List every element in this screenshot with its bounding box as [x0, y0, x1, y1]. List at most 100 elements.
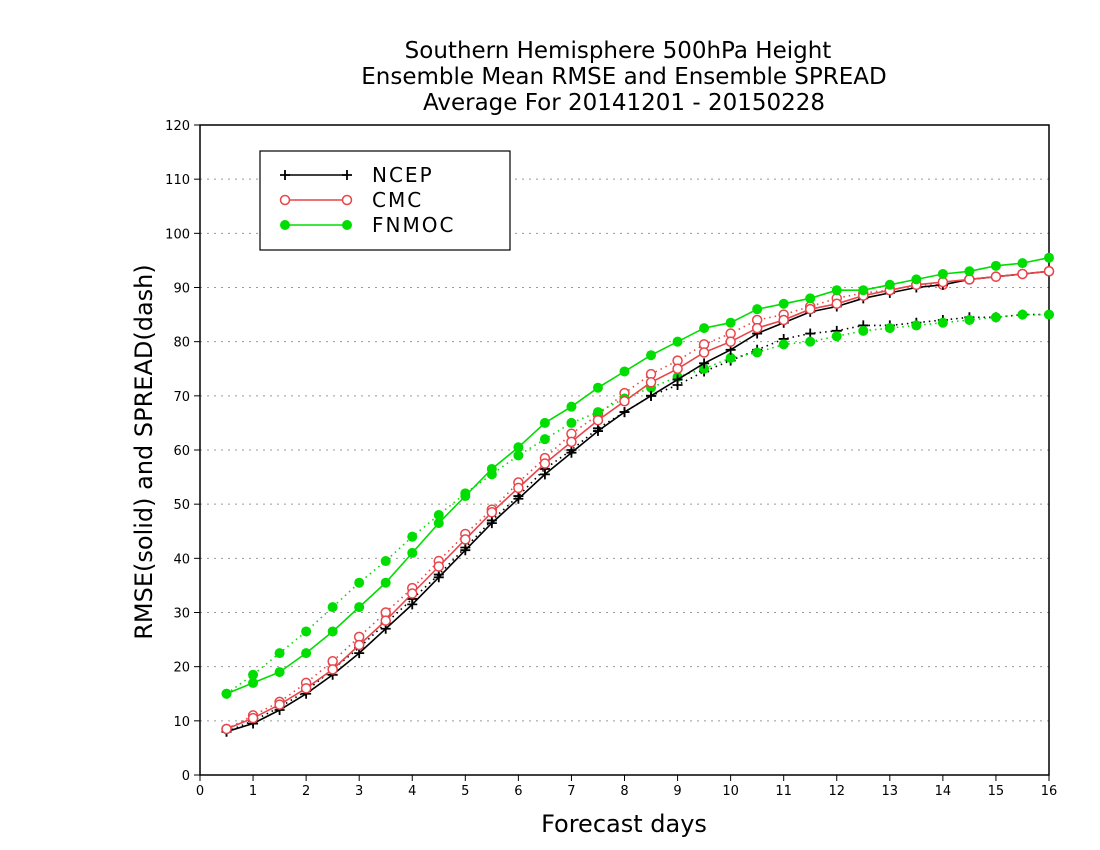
cmc-rmse-point [327, 664, 338, 675]
x-tick-label: 6 [514, 784, 522, 799]
fnmoc-rmse-point [221, 688, 232, 699]
cmc-rmse-point [486, 507, 498, 518]
cmc-rmse-point [407, 588, 418, 599]
y-tick-label: 120 [165, 119, 190, 134]
fnmoc-spread-point [433, 510, 444, 520]
fnmoc-rmse-point [592, 382, 603, 393]
fnmoc-spread-point [327, 602, 338, 613]
fnmoc-rmse-point [937, 268, 948, 279]
legend-entry-fnmoc: FNMOC [280, 213, 453, 237]
cmc-rmse-point [751, 322, 763, 334]
chart-title: Southern Hemisphere 500hPa Height Ensemb… [361, 38, 886, 116]
fnmoc-rmse-point [1044, 252, 1054, 263]
fnmoc-rmse-series [221, 252, 1054, 699]
y-tick-label: 50 [173, 498, 190, 513]
ncep-rmse-point [619, 407, 630, 418]
cmc-rmse-point [619, 396, 630, 407]
x-tick-label: 15 [988, 784, 1005, 799]
fnmoc-rmse-point [301, 648, 312, 659]
cmc-rmse-point [274, 699, 285, 710]
x-tick-label: 7 [567, 784, 575, 799]
y-tick-label: 60 [173, 444, 190, 459]
x-axis-label: Forecast days [541, 810, 707, 838]
fnmoc-rmse-point [752, 304, 763, 315]
cmc-rmse-point [831, 298, 842, 309]
ncep-rmse-point [592, 426, 603, 437]
legend-marker-ncep [342, 170, 352, 180]
y-tick-label: 40 [173, 552, 190, 567]
fnmoc-rmse-point [539, 417, 550, 428]
fnmoc-spread-point [380, 556, 391, 567]
series-layer [221, 252, 1055, 737]
cmc-rmse-point [380, 615, 391, 626]
ncep-rmse-line [226, 270, 1050, 733]
legend-label-cmc: CMC [372, 188, 423, 212]
fnmoc-rmse-point [778, 298, 789, 309]
cmc-rmse-point [460, 534, 471, 545]
ncep-rmse-point [433, 572, 444, 583]
ncep-rmse-point [513, 493, 524, 504]
cmc-rmse-point [300, 683, 312, 694]
fnmoc-rmse-point [433, 518, 444, 529]
fnmoc-rmse-point [513, 442, 524, 453]
x-tick-label: 13 [882, 784, 899, 799]
fnmoc-spread-point [407, 531, 418, 542]
y-tick-label: 10 [173, 715, 190, 730]
x-tick-label: 2 [302, 784, 310, 799]
cmc-rmse-point [433, 561, 445, 572]
cmc-rmse-point [725, 336, 736, 347]
legend-marker-fnmoc [280, 220, 290, 230]
fnmoc-spread-point [778, 339, 789, 350]
cmc-rmse-point [778, 314, 789, 326]
fnmoc-spread-point [964, 315, 975, 325]
fnmoc-spread-point [990, 312, 1001, 323]
fnmoc-spread-point [274, 648, 285, 659]
fnmoc-rmse-point [990, 260, 1001, 271]
legend-label-ncep: NCEP [372, 163, 434, 187]
x-tick-label: 3 [355, 784, 363, 799]
fnmoc-rmse-point [460, 491, 471, 502]
fnmoc-rmse-point [486, 463, 497, 474]
fnmoc-rmse-point [619, 366, 630, 377]
x-tick-label: 8 [620, 784, 628, 799]
fnmoc-spread-point [699, 363, 710, 374]
x-tick-label: 1 [249, 784, 257, 799]
fnmoc-rmse-point [725, 317, 736, 328]
ncep-rmse-point [699, 358, 710, 369]
cmc-rmse-point [804, 303, 816, 315]
fnmoc-spread-point [1044, 309, 1054, 320]
legend-marker-cmc [341, 194, 353, 206]
fnmoc-rmse-point [699, 323, 710, 334]
fnmoc-rmse-point [407, 547, 418, 558]
title-line-3: Average For 20141201 - 20150228 [423, 90, 825, 116]
ncep-spread-line [226, 313, 1049, 733]
x-tick-label: 0 [196, 784, 204, 799]
grid-lines [200, 178, 1049, 722]
cmc-rmse-point [672, 363, 683, 374]
ncep-rmse-point [407, 599, 418, 610]
fnmoc-rmse-point [672, 336, 683, 347]
fnmoc-rmse-point [964, 266, 975, 277]
fnmoc-rmse-point [354, 602, 365, 613]
legend-entry-cmc: CMC [279, 188, 423, 212]
fnmoc-rmse-point [858, 285, 869, 296]
x-tick-label: 9 [673, 784, 681, 799]
cmc-rmse-series [221, 266, 1055, 735]
cmc-rmse-point [990, 271, 1002, 282]
x-tick-label: 16 [1041, 784, 1058, 799]
fnmoc-rmse-point [380, 577, 391, 588]
fnmoc-rmse-point [831, 285, 842, 296]
fnmoc-rmse-point [911, 274, 922, 285]
x-tick-label: 10 [722, 784, 739, 799]
cmc-rmse-point [353, 639, 365, 651]
ncep-rmse-point [672, 374, 683, 385]
fnmoc-spread-point [1017, 309, 1028, 320]
y-axis-label: RMSE(solid) and SPREAD(dash) [130, 264, 158, 640]
x-tick-label: 14 [935, 784, 952, 799]
fnmoc-spread-point [725, 352, 736, 363]
legend-marker-ncep [280, 170, 290, 180]
x-tick-label: 11 [775, 784, 792, 799]
ncep-rmse-point [460, 545, 471, 556]
